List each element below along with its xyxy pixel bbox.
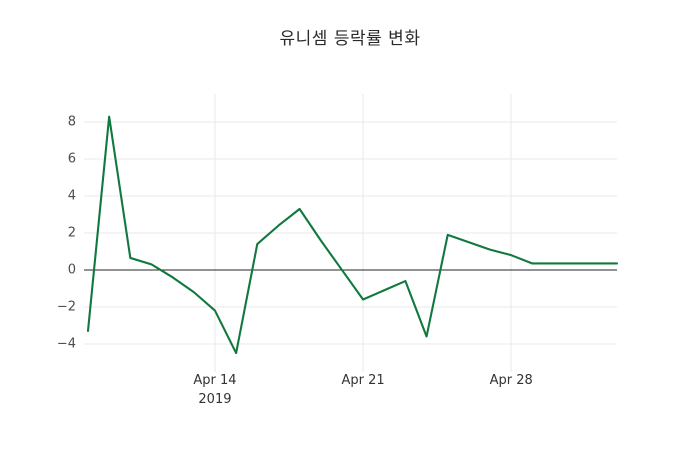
y-axis-tick-label: 6 xyxy=(68,152,76,167)
grid-layer xyxy=(84,94,617,372)
x-axis-tick-label: Apr 21 xyxy=(341,373,384,388)
x-axis-tick-label: Apr 28 xyxy=(490,373,533,388)
y-axis-tick-label: 8 xyxy=(68,115,76,130)
y-axis-tick-label: 4 xyxy=(68,189,76,204)
x-axis-tick-label: Apr 14 xyxy=(193,373,236,388)
y-axis-tick-label: −4 xyxy=(57,336,76,351)
x-axis-year-label: 2019 xyxy=(198,392,231,407)
x-axis-ticks: Apr 14 2019 Apr 21 Apr 28 xyxy=(193,373,532,407)
data-series-layer xyxy=(86,115,619,355)
y-axis-tick-label: −2 xyxy=(57,299,76,314)
data-line-series xyxy=(86,115,619,355)
y-axis-ticks: 8 6 4 2 0 −2 −4 xyxy=(57,115,76,352)
chart-title: 유니셈 등락률 변화 xyxy=(279,29,421,49)
y-axis-tick-label: 0 xyxy=(68,262,76,277)
y-axis-tick-label: 2 xyxy=(68,226,76,241)
